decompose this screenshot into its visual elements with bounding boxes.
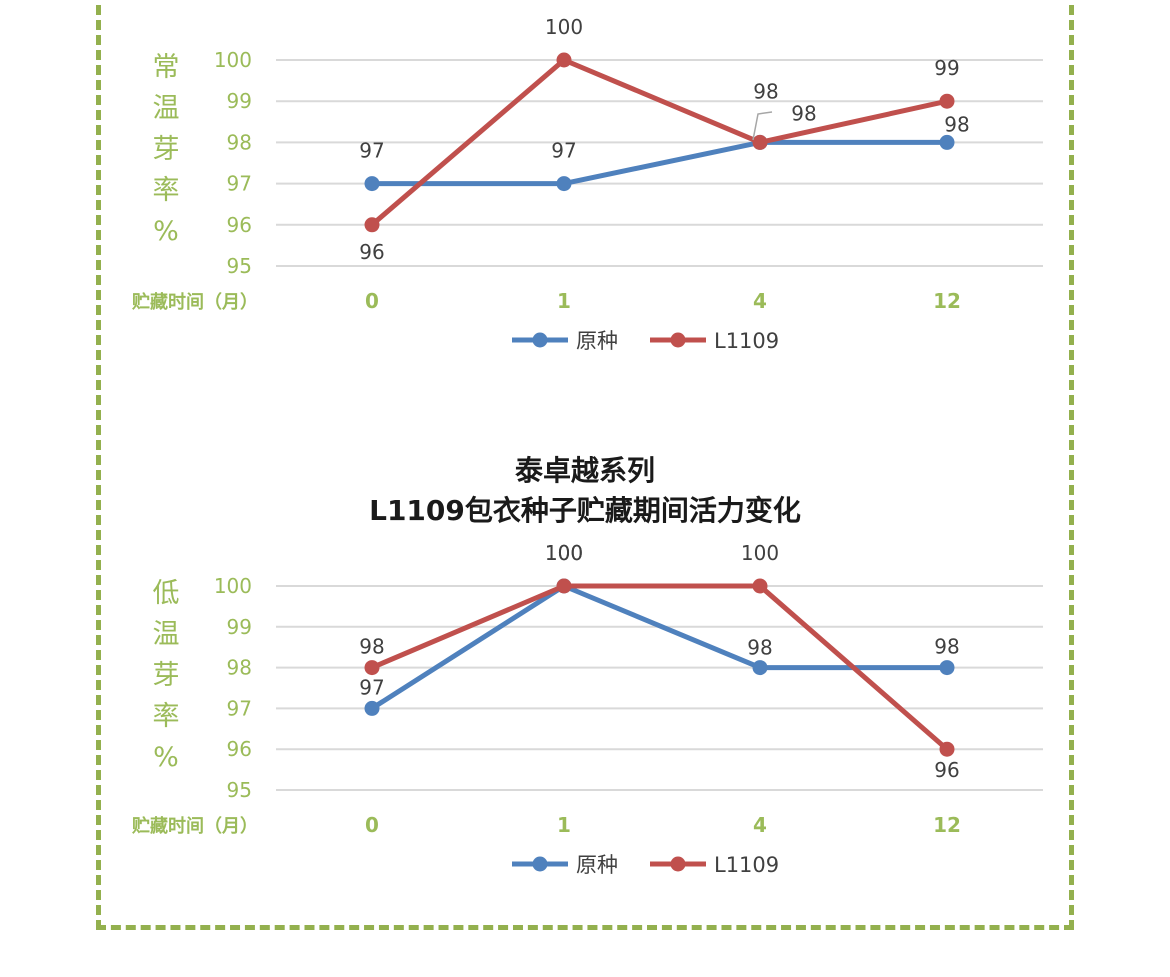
chart2-data-label: 100 bbox=[741, 541, 779, 565]
chart2-data-label: 96 bbox=[934, 758, 959, 782]
chart2-data-point bbox=[939, 660, 955, 676]
chart2-data-label: 98 bbox=[359, 635, 384, 659]
chart2-data-point bbox=[752, 660, 768, 676]
chart2-legend-label: 原种 bbox=[576, 853, 618, 877]
chart1-legend-marker bbox=[670, 332, 686, 348]
chart1-data-point bbox=[939, 93, 955, 109]
chart1-xtick-label: 0 bbox=[365, 289, 379, 313]
chart1-xlabel: 贮藏时间（月） bbox=[131, 291, 258, 313]
chart2-xtick-label: 12 bbox=[933, 813, 961, 837]
chart2-legend-marker bbox=[670, 856, 686, 872]
chart1-data-label: 100 bbox=[545, 15, 583, 39]
chart2-title: 泰卓越系列 bbox=[514, 454, 655, 487]
chart1-data-label: 99 bbox=[934, 56, 959, 80]
chart1-xtick-label: 12 bbox=[933, 289, 961, 313]
chart1-ylabel-char: 芽 bbox=[153, 134, 180, 165]
chart1-ylabel-char: 常 bbox=[153, 52, 180, 83]
chart1-ylabel-char: 温 bbox=[153, 93, 180, 124]
chart1-xtick-label: 1 bbox=[557, 289, 571, 313]
chart1-data-label: 96 bbox=[359, 240, 384, 264]
dashed-panel-border bbox=[96, 0, 1074, 930]
chart1-label-leader-line bbox=[752, 111, 773, 141]
chart1-ytick-label: 97 bbox=[227, 172, 252, 196]
chart2-xtick-label: 1 bbox=[557, 813, 571, 837]
chart1-data-point bbox=[556, 52, 572, 68]
chart1-ytick-label: 98 bbox=[227, 130, 252, 154]
chart2-ytick-label: 96 bbox=[227, 737, 252, 761]
chart2-ytick-label: 100 bbox=[214, 574, 252, 598]
chart1-data-label: 98 bbox=[791, 101, 816, 125]
chart2-xlabel: 贮藏时间（月） bbox=[131, 815, 258, 837]
chart1-data-label: 97 bbox=[551, 139, 576, 163]
chart1-ytick-label: 100 bbox=[214, 48, 252, 72]
chart2-ytick-label: 95 bbox=[227, 778, 252, 802]
chart1-ytick-label: 95 bbox=[227, 254, 252, 278]
chart1-legend-marker bbox=[532, 332, 548, 348]
chart1-data-label: 97 bbox=[359, 139, 384, 163]
chart2-series-line bbox=[370, 583, 947, 711]
chart2-data-label: 98 bbox=[934, 635, 959, 659]
chart1-series-line bbox=[372, 139, 947, 187]
chart1-xtick-label: 4 bbox=[753, 289, 767, 313]
chart2-ytick-label: 99 bbox=[227, 615, 252, 639]
chart1-ylabel-char: 率 bbox=[153, 175, 180, 206]
chart2-legend-marker bbox=[532, 856, 548, 872]
chart2-ytick-label: 98 bbox=[227, 656, 252, 680]
chart1-data-label: 98 bbox=[944, 112, 969, 136]
chart2-ylabel-char: 温 bbox=[153, 619, 180, 650]
chart2-data-point bbox=[364, 700, 380, 716]
chart1-legend-label: 原种 bbox=[576, 329, 618, 353]
chart1-legend-label: L1109 bbox=[714, 329, 779, 353]
chart1-series-line bbox=[370, 57, 948, 227]
chart2-data-label: 97 bbox=[359, 675, 384, 699]
chart2-ylabel-char: % bbox=[153, 742, 179, 773]
chart2-data-label: 100 bbox=[545, 541, 583, 565]
chart2-ylabel-char: 芽 bbox=[153, 660, 180, 691]
chart1-data-point bbox=[939, 134, 955, 150]
chart2-data-point bbox=[364, 660, 380, 676]
chart2-data-point bbox=[752, 578, 768, 594]
chart1-data-point bbox=[556, 176, 572, 192]
chart2-ylabel-char: 率 bbox=[153, 701, 180, 732]
chart1-data-label: 98 bbox=[753, 79, 778, 103]
chart2-data-label: 98 bbox=[747, 636, 772, 660]
chart2-data-point bbox=[939, 741, 955, 757]
chart1-data-point bbox=[364, 217, 380, 233]
chart1-ylabel-char: % bbox=[153, 216, 179, 247]
chart2-data-point bbox=[556, 578, 572, 594]
chart2-data-label: 100 bbox=[545, 541, 583, 565]
chart1-data-point bbox=[364, 176, 380, 192]
chart2-series-line bbox=[371, 583, 949, 752]
chart2-xtick-label: 0 bbox=[365, 813, 379, 837]
chart1-ytick-label: 96 bbox=[227, 213, 252, 237]
chart1-data-point bbox=[752, 134, 768, 150]
chart2-subtitle: L1109包衣种子贮藏期间活力变化 bbox=[369, 494, 801, 527]
chart2-ytick-label: 97 bbox=[227, 696, 252, 720]
chart2-legend-label: L1109 bbox=[714, 853, 779, 877]
chart2-ylabel-char: 低 bbox=[153, 578, 180, 609]
chart1-ytick-label: 99 bbox=[227, 89, 252, 113]
chart2-xtick-label: 4 bbox=[753, 813, 767, 837]
